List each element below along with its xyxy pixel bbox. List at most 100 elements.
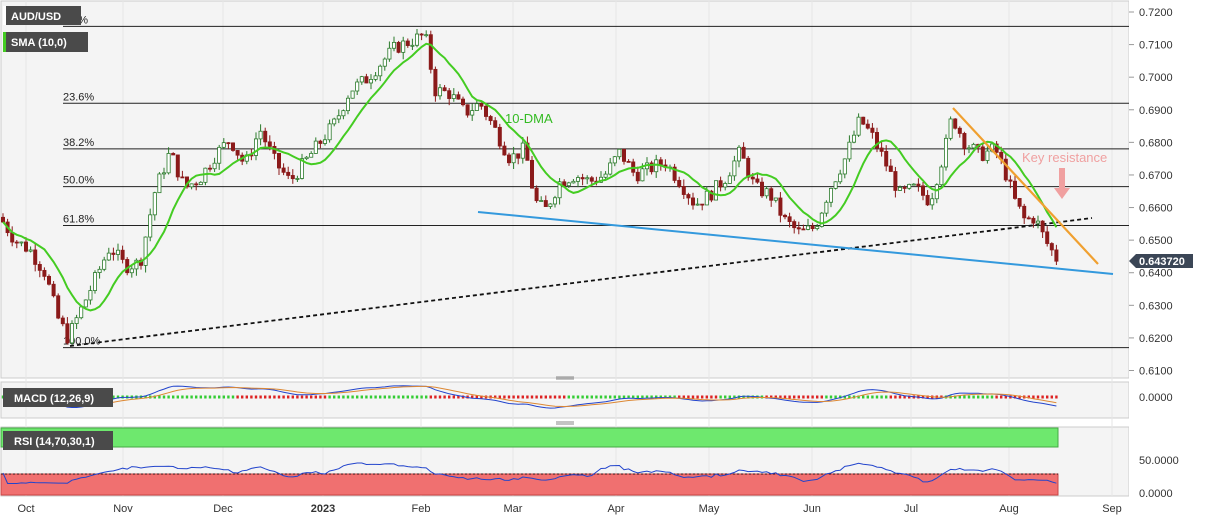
candle: [806, 218, 811, 231]
candle: [755, 172, 760, 184]
macd-hist-bar: [714, 395, 718, 399]
candle: [396, 40, 401, 54]
candle: [911, 183, 916, 186]
macd-hist-bar: [1050, 395, 1053, 399]
candle: [368, 74, 373, 90]
candle: [681, 179, 686, 199]
candle: [373, 71, 378, 82]
macd-hist-bar: [305, 395, 308, 399]
macd-hist-bar: [544, 395, 547, 399]
macd-hist-bar: [563, 395, 566, 399]
macd-hist-bar: [655, 395, 658, 399]
macd-hist-bar: [691, 395, 695, 399]
y-tick-label: 0.6300: [1139, 300, 1173, 312]
candle: [893, 166, 898, 198]
macd-hist-bar: [112, 395, 115, 399]
x-tick-label: Mar: [504, 503, 523, 515]
candle: [217, 144, 222, 170]
candle: [226, 142, 231, 150]
candle: [847, 135, 852, 162]
candle: [865, 119, 870, 130]
candle: [796, 221, 801, 235]
x-tick-label: Nov: [113, 503, 133, 515]
candle: [737, 145, 742, 168]
macd-label[interactable]: MACD (12,26,9): [3, 388, 113, 407]
macd-hist-bar: [710, 395, 713, 399]
macd-hist-bar: [641, 395, 644, 399]
macd-hist-bar: [977, 395, 980, 399]
candle: [493, 117, 498, 129]
candle: [677, 176, 682, 189]
macd-hist-bar: [894, 395, 897, 399]
macd-hist-bar: [328, 395, 331, 399]
candle: [907, 183, 912, 190]
macd-hist-bar: [185, 395, 189, 399]
candle: [74, 314, 79, 330]
candle: [276, 152, 281, 175]
candle: [157, 172, 162, 194]
candle: [971, 142, 976, 149]
macd-hist-bar: [277, 395, 281, 399]
candle: [313, 137, 318, 154]
sma-line: [2, 42, 1058, 312]
candle: [700, 203, 705, 211]
current-price-label: 0.643720: [1139, 256, 1185, 268]
macd-hist-bar: [728, 395, 731, 399]
macd-hist-bar: [323, 395, 327, 399]
orange-resistance-line: [952, 107, 1099, 265]
y-tick-label: 0.6700: [1139, 170, 1173, 182]
macd-resize-handle[interactable]: [556, 376, 574, 380]
candle: [350, 90, 355, 99]
candle: [902, 185, 907, 194]
x-tick-label: Dec: [213, 503, 233, 515]
candle: [1017, 198, 1022, 209]
rsi-overbought-band: [0, 427, 1059, 448]
macd-hist-bar: [862, 395, 865, 399]
macd-hist-bar: [880, 395, 883, 399]
candle: [870, 123, 875, 139]
y-tick-label: 0.6100: [1139, 366, 1173, 378]
candle: [129, 266, 134, 278]
macd-hist-bar: [526, 395, 529, 399]
candle: [686, 192, 691, 205]
macd-hist-bar: [346, 395, 350, 399]
macd-hist-bar: [397, 395, 400, 399]
candle: [230, 142, 235, 152]
macd-hist-bar: [898, 395, 902, 399]
macd-hist-bar: [535, 395, 538, 399]
candle: [497, 123, 502, 150]
macd-hist-bar: [599, 395, 603, 399]
candle: [580, 173, 585, 186]
macd-hist-bar: [802, 395, 805, 399]
candle: [626, 159, 631, 163]
candle: [810, 222, 815, 232]
macd-hist-bar: [825, 395, 828, 399]
macd-hist-bar: [995, 395, 998, 399]
rsi-label[interactable]: RSI (14,70,30,1): [3, 431, 113, 450]
macd-hist-bar: [834, 395, 837, 399]
macd-hist-bar: [231, 395, 235, 399]
candle: [727, 172, 732, 184]
candle: [152, 191, 157, 221]
candle: [741, 142, 746, 159]
macd-hist-bar: [1055, 395, 1058, 399]
candle: [460, 96, 465, 107]
key-resistance-annotation: Key resistance: [1022, 150, 1107, 165]
candle: [488, 114, 493, 125]
macd-hist-bar: [530, 395, 534, 399]
sma-label[interactable]: SMA (10,0): [3, 32, 88, 52]
macd-hist-bar: [208, 395, 212, 399]
candle: [143, 236, 148, 273]
candle: [571, 178, 576, 184]
candle: [548, 203, 553, 209]
symbol-label[interactable]: AUD/USD: [3, 6, 81, 25]
macd-hist-bar: [553, 395, 557, 399]
rsi-tick-label-50: 50.0000: [1139, 455, 1179, 467]
candle: [778, 192, 783, 223]
candle: [921, 182, 926, 201]
candle: [47, 274, 52, 286]
macd-hist-bar: [356, 395, 359, 399]
macd-hist-bar: [282, 395, 285, 399]
macd-hist-bar: [839, 395, 842, 399]
rsi-resize-handle[interactable]: [556, 421, 574, 425]
